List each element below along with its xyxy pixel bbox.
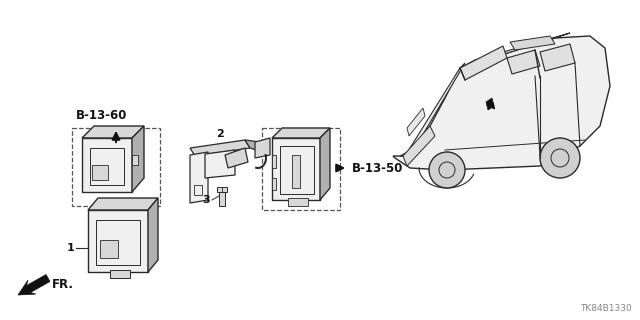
Polygon shape — [100, 240, 118, 258]
Polygon shape — [205, 150, 235, 178]
Polygon shape — [288, 198, 308, 206]
Polygon shape — [217, 187, 227, 192]
Text: TK84B1330: TK84B1330 — [580, 304, 632, 313]
Polygon shape — [272, 155, 276, 168]
Polygon shape — [272, 138, 320, 200]
Polygon shape — [292, 155, 300, 188]
Polygon shape — [18, 275, 50, 295]
Polygon shape — [255, 138, 270, 158]
Polygon shape — [148, 198, 158, 272]
Polygon shape — [190, 152, 208, 203]
Text: B-13-60: B-13-60 — [76, 109, 127, 122]
Polygon shape — [407, 108, 425, 136]
Circle shape — [429, 152, 465, 188]
Polygon shape — [88, 198, 158, 210]
Text: FR.: FR. — [52, 278, 74, 292]
Polygon shape — [272, 178, 276, 190]
Bar — [72, 128, 160, 206]
Polygon shape — [507, 50, 540, 74]
Polygon shape — [82, 126, 144, 138]
Polygon shape — [460, 46, 507, 80]
Polygon shape — [225, 148, 248, 168]
Polygon shape — [320, 128, 330, 200]
Bar — [262, 128, 340, 210]
Polygon shape — [88, 210, 148, 272]
Polygon shape — [132, 126, 144, 192]
Polygon shape — [190, 140, 250, 156]
Polygon shape — [400, 63, 465, 156]
Polygon shape — [403, 126, 435, 166]
Text: 2: 2 — [216, 129, 224, 139]
Text: 1: 1 — [67, 243, 74, 253]
Polygon shape — [540, 44, 575, 71]
Circle shape — [540, 138, 580, 178]
Polygon shape — [486, 98, 494, 110]
Polygon shape — [219, 192, 225, 206]
Polygon shape — [272, 128, 330, 138]
Polygon shape — [245, 140, 262, 152]
Polygon shape — [92, 165, 108, 180]
Polygon shape — [393, 36, 610, 170]
Polygon shape — [510, 36, 555, 50]
Text: B-13-50: B-13-50 — [352, 162, 403, 174]
Polygon shape — [82, 138, 132, 192]
Polygon shape — [132, 155, 138, 165]
Polygon shape — [110, 270, 130, 278]
Text: 3: 3 — [202, 195, 210, 205]
Polygon shape — [460, 33, 570, 68]
